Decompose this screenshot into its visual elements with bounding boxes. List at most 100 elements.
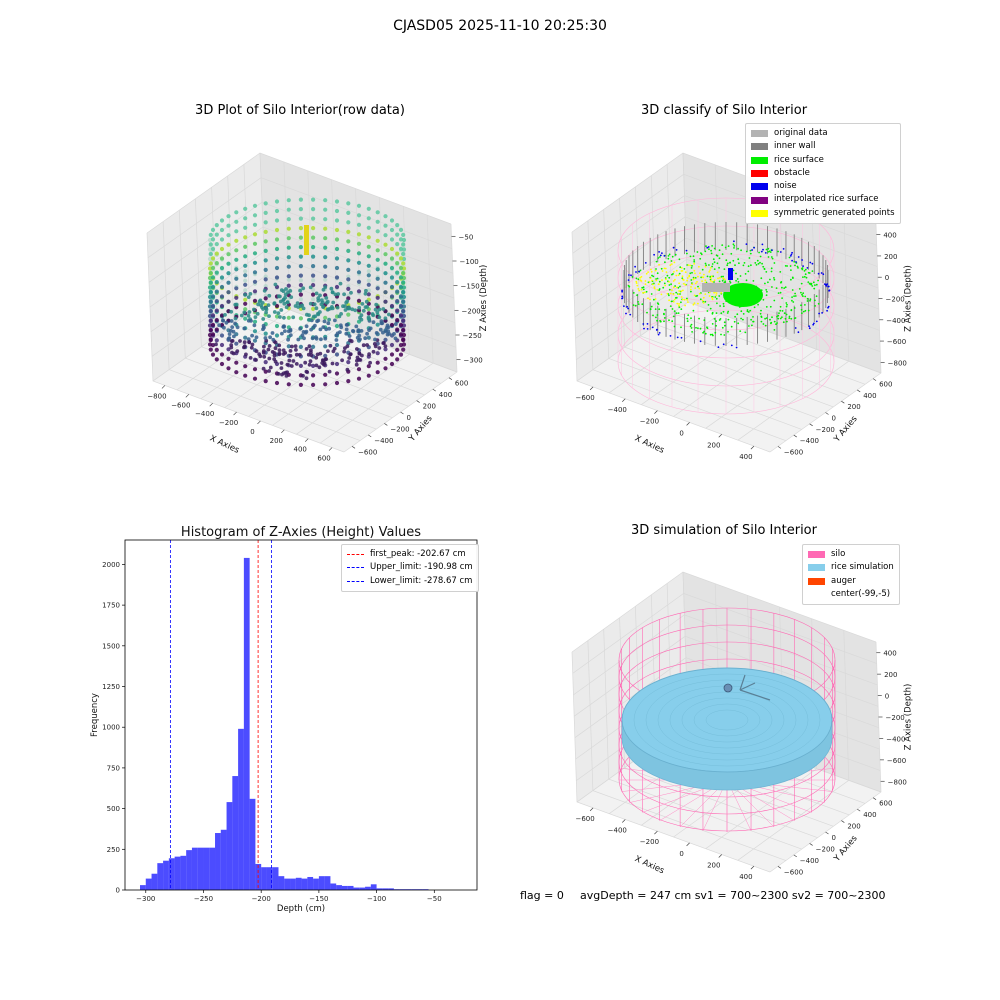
cls-ytick-label: 400: [863, 392, 876, 400]
cls-rice-point: [733, 245, 736, 247]
cls-xtick: [589, 386, 594, 391]
cls-rice-point: [637, 278, 640, 281]
raw-point: [361, 308, 366, 313]
raw-point: [263, 331, 268, 336]
raw-xtick-label: 0: [250, 428, 254, 436]
raw-point: [389, 275, 395, 280]
legend-label: center(-99,-5): [831, 588, 891, 599]
raw-point: [249, 345, 254, 350]
raw-point: [324, 301, 329, 305]
cls-rice-point: [637, 303, 640, 305]
raw-point: [263, 322, 268, 327]
raw-point: [273, 359, 278, 364]
sim-grid-x: [673, 606, 785, 838]
raw-point: [288, 327, 293, 332]
cls-symmetric-point: [675, 274, 678, 277]
raw-point: [214, 290, 219, 295]
raw-grid-z: [148, 201, 454, 283]
sim-silo-floor-line: [726, 729, 752, 781]
raw-point: [323, 372, 328, 377]
raw-point: [263, 277, 268, 282]
raw-point: [383, 233, 388, 238]
raw-point: [334, 338, 339, 342]
cls-rice-point: [742, 313, 745, 315]
sim-rice-mesh: [633, 673, 821, 767]
cls-rice-point: [762, 298, 765, 301]
raw-point: [252, 289, 258, 294]
raw-point: [207, 304, 213, 309]
cls-rice-point: [770, 322, 772, 325]
raw-point: [233, 321, 238, 326]
cls-rice-point: [691, 331, 693, 333]
raw-point: [338, 281, 343, 286]
cls-rice-point: [737, 281, 740, 283]
cls-rice-point: [807, 309, 810, 312]
raw-point: [323, 285, 328, 290]
raw-point: [359, 313, 364, 318]
raw-point: [395, 347, 400, 352]
cls-rice-point: [672, 315, 675, 318]
cls-rice-point: [750, 264, 752, 267]
raw-point: [363, 305, 368, 309]
raw-point: [389, 227, 395, 233]
cls-rice-point: [733, 247, 735, 249]
raw-point: [259, 303, 263, 308]
cls-rice-point: [711, 333, 714, 336]
raw-point: [343, 308, 348, 312]
raw-point: [252, 323, 257, 328]
cls-symmetric-point: [681, 270, 684, 272]
raw-point: [395, 327, 400, 332]
legend-line: [347, 580, 364, 582]
cls-rice-point: [724, 280, 727, 283]
cls-symmetric-point: [675, 269, 678, 272]
raw-point: [243, 335, 248, 340]
raw-point: [281, 325, 286, 329]
raw-point: [322, 362, 326, 367]
cls-rice-point: [781, 316, 783, 318]
sim-silo-floor-line: [621, 779, 728, 792]
raw-point: [383, 299, 388, 304]
cls-rice-point: [812, 281, 815, 284]
cls-rice-point: [712, 275, 714, 278]
raw-point: [210, 352, 216, 357]
raw-point: [320, 358, 325, 363]
cls-rice-point: [691, 271, 693, 274]
raw-grid-y: [211, 187, 409, 407]
raw-point: [286, 255, 291, 260]
raw-point: [214, 357, 219, 362]
raw-point: [389, 361, 395, 367]
raw-point: [298, 197, 303, 202]
legend-item: Upper_limit: -190.98 cm: [347, 561, 473, 574]
cls-rice-point: [753, 306, 756, 309]
raw-point: [395, 252, 400, 257]
cls-silo-ring: [617, 281, 835, 387]
cls-rice-point: [742, 264, 745, 267]
raw-point: [311, 373, 316, 378]
legend-label: Lower_limit: -278.67 cm: [370, 575, 473, 586]
cls-rice-point: [744, 331, 747, 334]
raw-xtick: [161, 385, 166, 389]
sim-xtick: [686, 842, 690, 847]
sim-silo-floor-line: [642, 779, 728, 813]
raw-point: [272, 301, 277, 306]
raw-point: [398, 305, 404, 310]
cls-rice-point: [814, 284, 816, 286]
raw-point: [344, 327, 349, 332]
raw-point: [214, 299, 219, 304]
cls-symmetric-point: [686, 299, 689, 301]
cls-symmetric-point: [709, 280, 712, 282]
raw-xtick-label: −200: [219, 419, 238, 427]
cls-rice-point: [679, 266, 682, 269]
cls-noise-point: [826, 309, 828, 312]
raw-point: [398, 246, 404, 251]
raw-point: [305, 312, 309, 317]
raw-point: [401, 290, 406, 295]
cls-symmetric-point: [720, 284, 722, 287]
raw-point: [334, 304, 340, 310]
cls-rice-point: [715, 320, 717, 322]
sim-grid-y: [650, 594, 850, 816]
raw-point: [312, 302, 317, 307]
cls-rice-point: [699, 257, 702, 260]
raw-point: [214, 251, 219, 256]
raw-point: [270, 331, 275, 335]
